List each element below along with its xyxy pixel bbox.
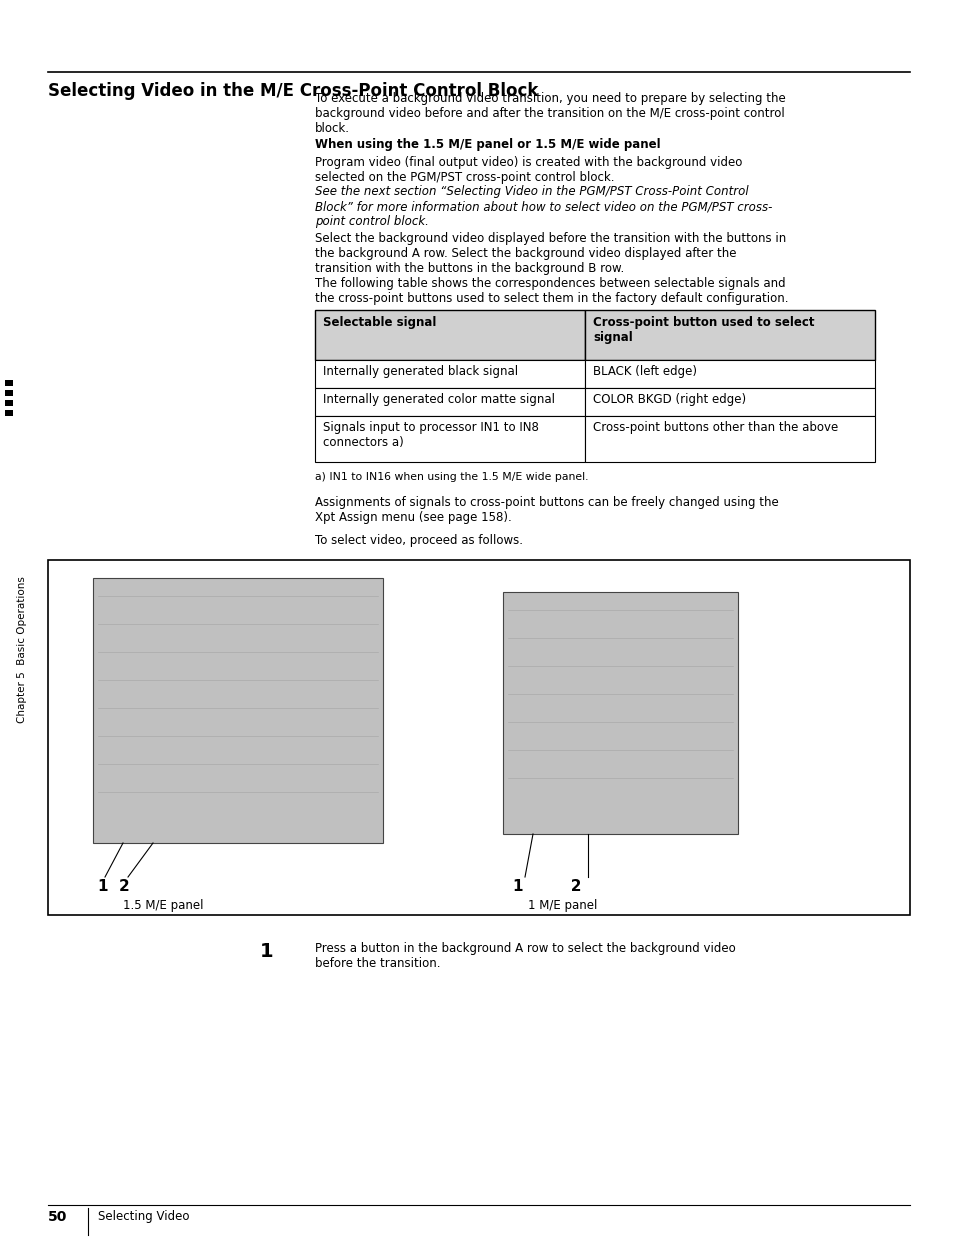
Text: COLOR BKGD (right edge): COLOR BKGD (right edge) (593, 393, 745, 406)
Text: Signals input to processor IN1 to IN8
connectors a): Signals input to processor IN1 to IN8 co… (323, 420, 538, 449)
Text: Assignments of signals to cross-point buttons can be freely changed using the
Xp: Assignments of signals to cross-point bu… (314, 496, 778, 524)
Text: Press a button in the background A row to select the background video
before the: Press a button in the background A row t… (314, 942, 735, 970)
Bar (5, 379, 13, 386)
Text: 1.5 M/E panel: 1.5 M/E panel (123, 899, 203, 912)
Text: BLACK (left edge): BLACK (left edge) (593, 364, 697, 378)
Bar (92, 578, 382, 843)
Text: 1         2: 1 2 (513, 880, 581, 894)
Bar (314, 310, 584, 360)
Bar (584, 415, 874, 462)
Text: Internally generated black signal: Internally generated black signal (323, 364, 517, 378)
Text: See the next section “Selecting Video in the PGM/PST Cross-Point Control
Block” : See the next section “Selecting Video in… (314, 185, 772, 228)
Text: Chapter 5  Basic Operations: Chapter 5 Basic Operations (17, 576, 27, 724)
Text: Cross-point buttons other than the above: Cross-point buttons other than the above (593, 420, 838, 434)
Bar (314, 388, 584, 415)
Bar (314, 360, 584, 388)
Text: a) IN1 to IN16 when using the 1.5 M/E wide panel.: a) IN1 to IN16 when using the 1.5 M/E wi… (314, 471, 588, 481)
Bar (584, 360, 874, 388)
Text: Cross-point button used to select
signal: Cross-point button used to select signal (593, 316, 814, 345)
Text: Program video (final output video) is created with the background video
selected: Program video (final output video) is cr… (314, 156, 741, 184)
Text: 1 M/E panel: 1 M/E panel (527, 899, 597, 912)
Bar (502, 592, 738, 833)
Text: Selecting Video in the M/E Cross-Point Control Block: Selecting Video in the M/E Cross-Point C… (48, 82, 537, 100)
Text: Select the background video displayed before the transition with the buttons in
: Select the background video displayed be… (314, 231, 788, 305)
Text: To select video, proceed as follows.: To select video, proceed as follows. (314, 534, 522, 547)
Text: Selectable signal: Selectable signal (323, 316, 436, 328)
Bar (5, 401, 13, 406)
Bar (48, 560, 909, 916)
Bar (5, 391, 13, 396)
Bar (5, 411, 13, 415)
Text: Internally generated color matte signal: Internally generated color matte signal (323, 393, 555, 406)
Text: To execute a background video transition, you need to prepare by selecting the
b: To execute a background video transition… (314, 92, 785, 136)
Text: When using the 1.5 M/E panel or 1.5 M/E wide panel: When using the 1.5 M/E panel or 1.5 M/E … (314, 138, 659, 151)
Text: 1  2: 1 2 (98, 880, 130, 894)
Text: 1: 1 (260, 942, 274, 962)
Bar (584, 310, 874, 360)
Text: Selecting Video: Selecting Video (98, 1210, 190, 1223)
Bar (314, 415, 584, 462)
Text: 50: 50 (48, 1210, 68, 1224)
Bar (584, 388, 874, 415)
